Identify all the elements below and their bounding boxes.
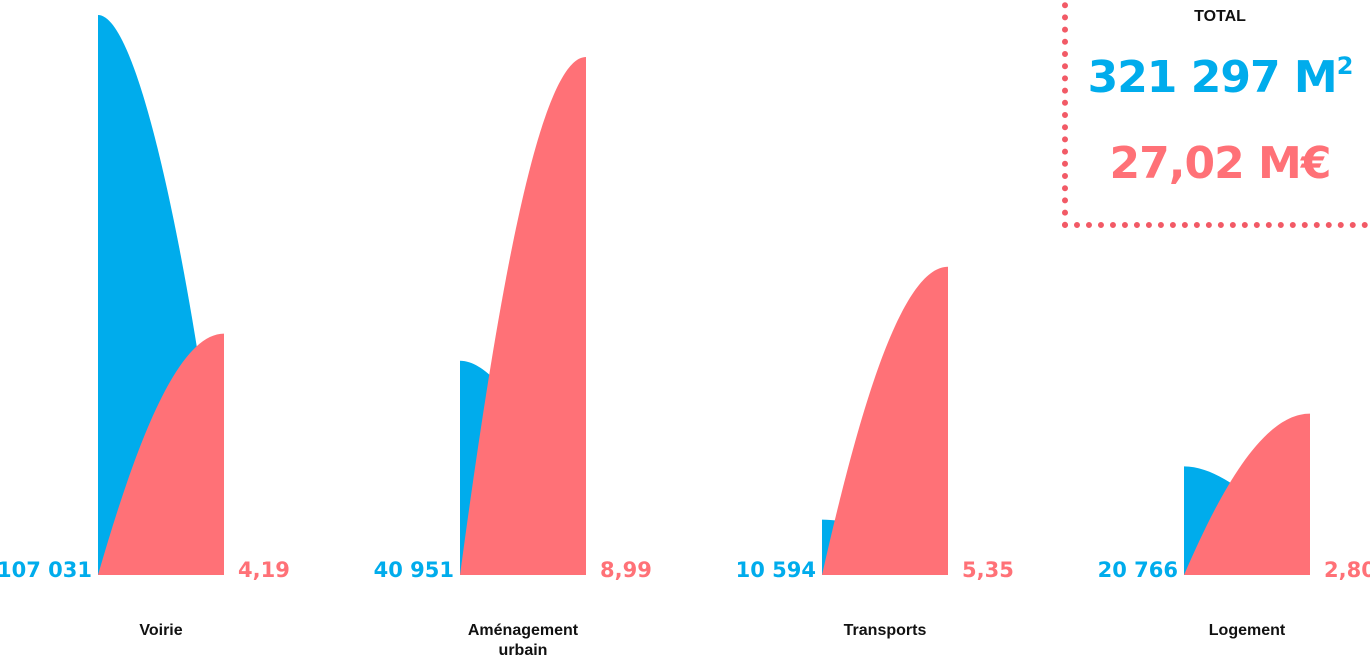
category-label: Logement: [1209, 622, 1286, 639]
category-label: Aménagement: [468, 622, 579, 639]
cost-value-label: 4,19: [238, 558, 290, 582]
category-group: 20 766 2,80 Logement: [1098, 413, 1370, 639]
cost-mark: [460, 57, 586, 575]
cost-mark: [1184, 413, 1310, 575]
cost-value-label: 2,80: [1324, 558, 1370, 582]
area-value-label: 10 594: [736, 558, 816, 582]
category-label: urbain: [499, 642, 548, 659]
total-area-number: 321 297 M: [1087, 52, 1338, 103]
total-label: TOTAL: [1194, 8, 1246, 25]
total-cost-value: 27,02 M€: [1109, 138, 1332, 189]
category-group: 10 594 5,35 Transports: [736, 266, 1014, 639]
total-area-unit-sup: 2: [1336, 52, 1354, 80]
category-label: Transports: [844, 622, 927, 639]
category-label: Voirie: [139, 622, 182, 639]
category-group: 40 951 8,99 Aménagement urbain: [374, 57, 652, 659]
cost-value-label: 5,35: [962, 558, 1014, 582]
cost-value-label: 8,99: [600, 558, 652, 582]
area-value-label: 20 766: [1098, 558, 1178, 582]
area-value-label: 40 951: [374, 558, 454, 582]
total-area-value: 321 297 M2: [1080, 52, 1360, 103]
cost-mark: [98, 333, 224, 575]
area-value-label: 107 031: [0, 558, 92, 582]
category-group: 107 031 4,19 Voirie: [0, 15, 290, 639]
total-box: [1062, 0, 1370, 228]
cost-mark: [822, 266, 948, 575]
